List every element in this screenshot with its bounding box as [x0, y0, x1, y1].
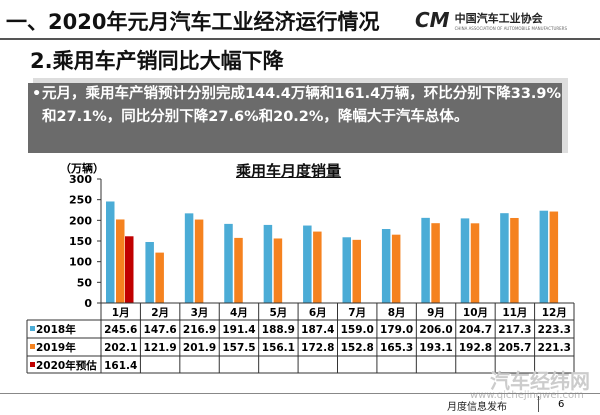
bar-2018年-3月: [184, 213, 194, 303]
bar-2019年-12月: [549, 211, 559, 303]
summary-box: • 元月，乘用车产销预计分别完成144.4万辆和161.4万辆，环比分别下降33…: [28, 83, 562, 153]
header-divider: [0, 38, 600, 40]
legend-label: 2018年: [36, 323, 76, 336]
category-label: 7月: [348, 307, 366, 319]
bar-2020年预估-1月: [125, 236, 134, 303]
logo-sub: CHINA ASSOCIATION OF AUTOMOBILE MANUFACT…: [454, 25, 567, 31]
data-cell: 157.5: [222, 342, 255, 354]
data-cell: 147.6: [144, 324, 177, 336]
page-number: 6: [558, 399, 565, 410]
y-tick-label: 250: [69, 194, 92, 207]
data-cell: 205.7: [498, 342, 531, 354]
data-cell: 245.6: [104, 324, 137, 336]
category-label: 2月: [151, 307, 169, 319]
bar-2018年-2月: [145, 241, 154, 303]
data-cell: 223.3: [538, 324, 571, 336]
category-label: 6月: [309, 307, 327, 319]
data-cell: 204.7: [459, 324, 492, 336]
data-cell: 217.3: [498, 324, 531, 336]
bar-2018年-5月: [263, 224, 273, 303]
category-label: 10月: [463, 307, 488, 319]
bar-2018年-1月: [106, 201, 115, 303]
chart-title: 乘用车月度销量: [236, 162, 342, 180]
category-label: 12月: [542, 307, 567, 319]
data-cell: 193.1: [419, 342, 452, 354]
y-tick-label: 200: [69, 214, 92, 227]
legend-swatch-2020年预估: [30, 362, 35, 367]
category-label: 9月: [427, 307, 445, 319]
bar-2018年-9月: [421, 217, 430, 303]
y-tick-label: 300: [69, 173, 92, 186]
legend-label: 2020年预估: [36, 359, 97, 372]
bar-2019年-3月: [194, 219, 204, 303]
y-tick-label: 50: [77, 276, 93, 289]
category-label: 3月: [191, 307, 209, 319]
watermark-name: 汽车经纬网: [490, 369, 590, 393]
legend-swatch-2019年: [30, 344, 35, 349]
data-cell: 192.8: [459, 342, 492, 354]
bar-2019年-10月: [470, 223, 480, 303]
bar-2019年-1月: [116, 219, 125, 303]
y-tick-label: 100: [69, 256, 92, 269]
category-label: 4月: [230, 307, 248, 319]
section-subtitle: 2.乘用车产销同比大幅下降: [30, 49, 284, 73]
watermark-url: www.qichejingwei.com: [470, 390, 584, 401]
data-cell: 216.9: [183, 324, 216, 336]
data-cell: 201.9: [183, 342, 216, 354]
slide-title: 一、2020年元月汽车工业经济运行情况: [6, 10, 380, 34]
bar-2018年-10月: [460, 218, 470, 303]
bar-2018年-12月: [539, 210, 549, 303]
bar-2018年-6月: [303, 225, 312, 303]
data-cell: 188.9: [262, 324, 295, 336]
logo-mark: CM: [415, 8, 450, 32]
bar-2019年-9月: [431, 223, 440, 303]
bar-2019年-7月: [352, 239, 361, 303]
data-cell: 172.8: [301, 342, 334, 354]
data-cell: 161.4: [104, 360, 137, 372]
data-cell: 179.0: [380, 324, 413, 336]
data-cell: 221.3: [538, 342, 571, 354]
bar-2018年-8月: [381, 229, 391, 303]
bar-2019年-4月: [234, 237, 243, 303]
bar-2018年-4月: [224, 223, 233, 303]
footer-separator: [538, 396, 539, 412]
bar-2018年-11月: [500, 213, 509, 303]
category-label: 11月: [502, 307, 527, 319]
legend-label: 2019年: [36, 341, 76, 354]
footer-divider: [0, 393, 600, 394]
y-tick-label: 0: [84, 297, 92, 310]
bar-2019年-5月: [273, 238, 283, 303]
data-cell: 191.4: [222, 324, 255, 336]
data-cell: 202.1: [104, 342, 137, 354]
footer-label: 月度信息发布: [447, 402, 507, 413]
y-tick-label: 150: [69, 235, 92, 248]
data-cell: 187.4: [301, 324, 334, 336]
category-label: 5月: [269, 307, 287, 319]
logo-name: 中国汽车工业协会: [454, 11, 543, 25]
data-cell: 152.8: [341, 342, 374, 354]
summary-text: 元月，乘用车产销预计分别完成144.4万辆和161.4万辆，环比分别下降33.9…: [42, 86, 562, 125]
bullet: •: [32, 86, 42, 102]
category-label: 8月: [388, 307, 406, 319]
y-axis-unit: （万辆）: [60, 162, 104, 175]
legend-swatch-2018年: [30, 326, 35, 331]
bar-2018年-7月: [342, 237, 351, 303]
category-label: 1月: [112, 307, 130, 319]
bar-2019年-2月: [155, 252, 164, 303]
data-cell: 156.1: [262, 342, 295, 354]
data-cell: 121.9: [144, 342, 177, 354]
bar-2019年-6月: [313, 231, 322, 303]
data-cell: 165.3: [380, 342, 413, 354]
bar-2019年-11月: [510, 217, 519, 303]
data-cell: 159.0: [341, 324, 374, 336]
data-cell: 206.0: [419, 324, 452, 336]
bar-2019年-8月: [391, 234, 401, 303]
caam-logo: CM 中国汽车工业协会 CHINA ASSOCIATION OF AUTOMOB…: [415, 8, 567, 32]
